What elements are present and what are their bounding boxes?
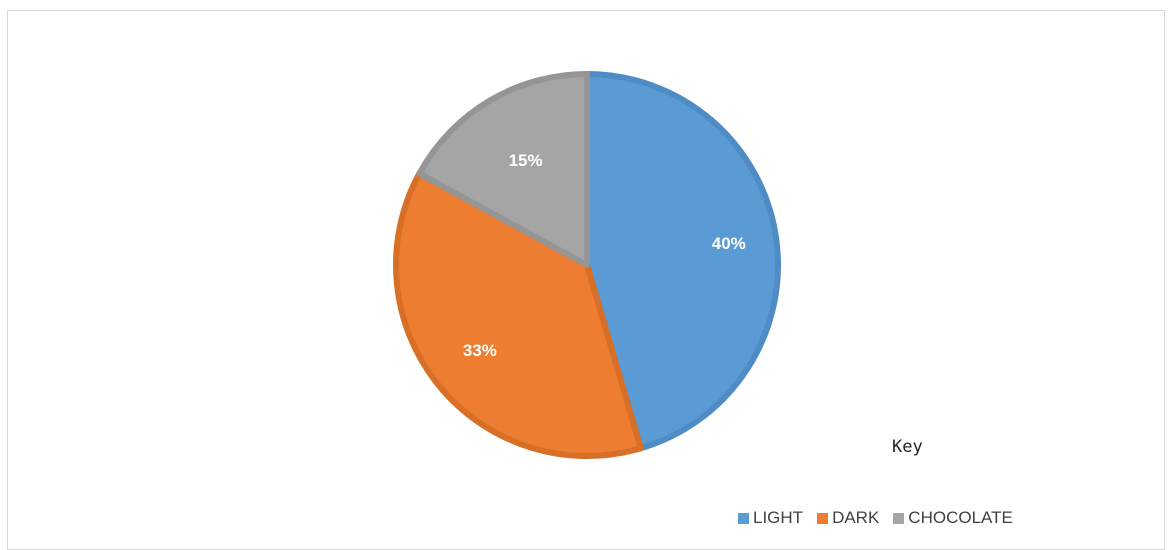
pie-slice-chocolate xyxy=(416,71,590,268)
legend-label-chocolate: CHOCOLATE xyxy=(908,508,1013,527)
legend-label-dark: DARK xyxy=(832,508,880,527)
legend-swatch-chocolate xyxy=(893,512,905,524)
slice-label-light: 40% xyxy=(712,234,746,253)
legend-label-light: LIGHT xyxy=(753,508,804,527)
slice-label-chocolate: 15% xyxy=(509,151,543,170)
legend-swatch-dark xyxy=(817,512,829,524)
legend-item-dark: DARK xyxy=(817,508,879,528)
legend-item-chocolate: CHOCOLATE xyxy=(893,508,1013,528)
legend-item-light: LIGHT xyxy=(738,508,803,528)
legend: LIGHT DARK CHOCOLATE xyxy=(738,508,1013,528)
legend-swatch-light xyxy=(738,512,749,524)
pie-chart: 40% 33% 15% xyxy=(393,71,781,459)
pie-slice-light xyxy=(584,71,781,452)
pie-slice-dark xyxy=(393,170,644,459)
slice-label-dark: 33% xyxy=(463,341,497,360)
key-label: Key xyxy=(892,437,923,457)
